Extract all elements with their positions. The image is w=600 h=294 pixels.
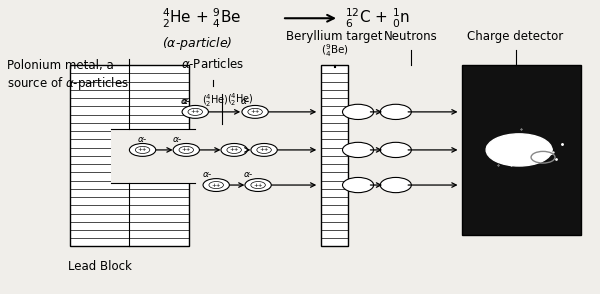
Circle shape: [257, 146, 271, 153]
Text: Lead Block: Lead Block: [68, 260, 131, 273]
Text: $\alpha$-: $\alpha$-: [202, 170, 212, 179]
Bar: [70, 65, 189, 246]
Circle shape: [251, 143, 277, 156]
Circle shape: [136, 146, 150, 153]
Circle shape: [203, 178, 229, 191]
Circle shape: [380, 178, 412, 193]
Text: ($^{4}_{2}$He): ($^{4}_{2}$He): [202, 92, 229, 108]
Circle shape: [380, 104, 412, 119]
Text: ++: ++: [259, 147, 269, 152]
Circle shape: [380, 142, 412, 158]
Bar: [112, 128, 195, 183]
Circle shape: [248, 108, 262, 116]
Text: ++: ++: [250, 109, 260, 114]
Circle shape: [242, 106, 268, 118]
Text: ++: ++: [229, 147, 239, 152]
Text: ($\alpha$-particle): ($\alpha$-particle): [163, 35, 233, 52]
Text: Neutrons: Neutrons: [384, 30, 437, 43]
Circle shape: [343, 178, 374, 193]
Circle shape: [188, 108, 202, 116]
Circle shape: [182, 106, 208, 118]
Text: $\alpha$-: $\alpha$-: [172, 135, 182, 144]
Text: $^{12}_{6}$C + $^{1}_{0}$n: $^{12}_{6}$C + $^{1}_{0}$n: [345, 7, 410, 30]
Text: $\alpha$-: $\alpha$-: [179, 97, 190, 106]
Text: ++: ++: [253, 183, 263, 188]
Circle shape: [245, 178, 271, 191]
Circle shape: [227, 146, 241, 153]
Text: Beryllium target: Beryllium target: [286, 30, 383, 43]
Text: ++: ++: [190, 109, 200, 114]
Circle shape: [209, 181, 223, 188]
Text: Polonium metal, a
source of $\alpha$-particles: Polonium metal, a source of $\alpha$-par…: [7, 59, 128, 92]
Text: $\alpha$-: $\alpha$-: [239, 97, 250, 106]
Bar: [461, 65, 581, 235]
Bar: [321, 65, 348, 246]
Text: $\alpha$-: $\alpha$-: [242, 170, 253, 179]
Circle shape: [486, 134, 552, 166]
Circle shape: [221, 143, 247, 156]
Text: $\alpha$-: $\alpha$-: [181, 97, 191, 106]
Circle shape: [343, 142, 374, 158]
Circle shape: [130, 143, 156, 156]
Text: Charge detector: Charge detector: [467, 30, 563, 43]
Circle shape: [343, 104, 374, 119]
Text: ++: ++: [138, 147, 148, 152]
Circle shape: [251, 181, 265, 188]
Text: ($^{4}_{2}$He): ($^{4}_{2}$He): [227, 91, 254, 108]
Circle shape: [179, 146, 194, 153]
Text: $\alpha$-: $\alpha$-: [137, 135, 148, 143]
Circle shape: [173, 143, 199, 156]
Text: ++: ++: [182, 147, 191, 152]
Text: $^{4}_{2}$He + $^{9}_{4}$Be: $^{4}_{2}$He + $^{9}_{4}$Be: [163, 7, 242, 30]
Text: $\alpha$-Particles: $\alpha$-Particles: [181, 57, 245, 71]
Text: ++: ++: [211, 183, 221, 188]
Text: ($^{9}_{4}$Be): ($^{9}_{4}$Be): [321, 42, 349, 59]
